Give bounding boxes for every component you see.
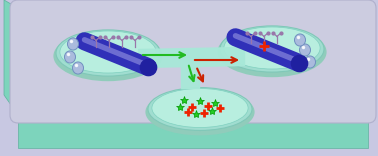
Polygon shape	[18, 8, 368, 115]
Ellipse shape	[65, 51, 76, 63]
Ellipse shape	[299, 44, 310, 56]
Ellipse shape	[217, 27, 327, 77]
Ellipse shape	[305, 56, 316, 68]
Polygon shape	[18, 115, 368, 148]
Ellipse shape	[152, 88, 248, 127]
Ellipse shape	[146, 89, 255, 135]
Ellipse shape	[56, 30, 160, 76]
Ellipse shape	[53, 31, 163, 81]
Ellipse shape	[73, 62, 84, 74]
Polygon shape	[4, 0, 18, 115]
Ellipse shape	[220, 26, 324, 72]
FancyBboxPatch shape	[10, 0, 376, 123]
Ellipse shape	[68, 38, 79, 50]
Ellipse shape	[224, 27, 320, 69]
Ellipse shape	[60, 31, 156, 73]
Ellipse shape	[294, 34, 305, 46]
Ellipse shape	[148, 88, 252, 130]
